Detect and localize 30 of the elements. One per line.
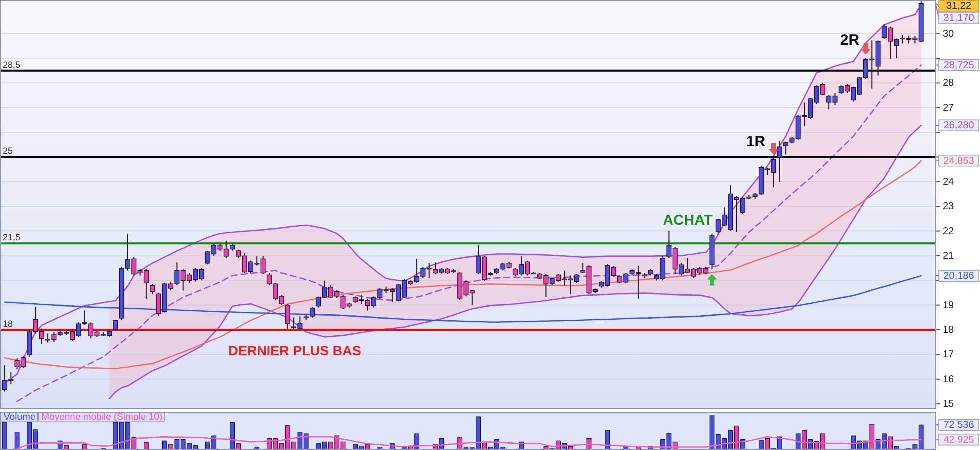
ref-line-label: 28,5 — [3, 60, 21, 70]
text: 31,170 — [944, 12, 975, 24]
y-tick-label: 28 — [943, 78, 955, 89]
text: 31,22 — [946, 0, 972, 12]
series-label: Volume — [4, 412, 36, 423]
annotation: ACHAT — [663, 213, 713, 229]
y-tick-label: 19 — [943, 300, 955, 311]
ref-line-label: 25 — [3, 146, 14, 156]
text: 20,186 — [944, 270, 975, 282]
y-tick-label: 27 — [943, 102, 955, 114]
text: 24,853 — [944, 155, 975, 166]
y-tick-label: 16 — [943, 374, 955, 385]
y-tick-label: 18 — [943, 324, 955, 336]
ref-line-label: 18 — [3, 319, 14, 330]
ref-line-label: 21,5 — [3, 232, 21, 243]
y-tick-label: 22 — [943, 226, 955, 237]
series-label: Moyenne mobile (Simple 10) — [42, 412, 163, 423]
y-tick-label: 21 — [943, 250, 955, 262]
text: 72 536 — [944, 420, 975, 431]
text: 26,280 — [944, 120, 975, 132]
text: 28,725 — [944, 60, 975, 71]
text: 42 925 — [944, 434, 975, 446]
annotation: DERNIER PLUS BAS — [228, 344, 362, 358]
y-tick-label: 23 — [943, 201, 955, 212]
y-tick-label: 15 — [943, 398, 955, 410]
annotation: 2R — [840, 32, 860, 49]
y-tick-label: 17 — [943, 349, 955, 360]
annotation: 1R — [746, 134, 766, 150]
y-tick-label: 30 — [943, 28, 955, 40]
y-tick-label: 24 — [943, 176, 955, 188]
